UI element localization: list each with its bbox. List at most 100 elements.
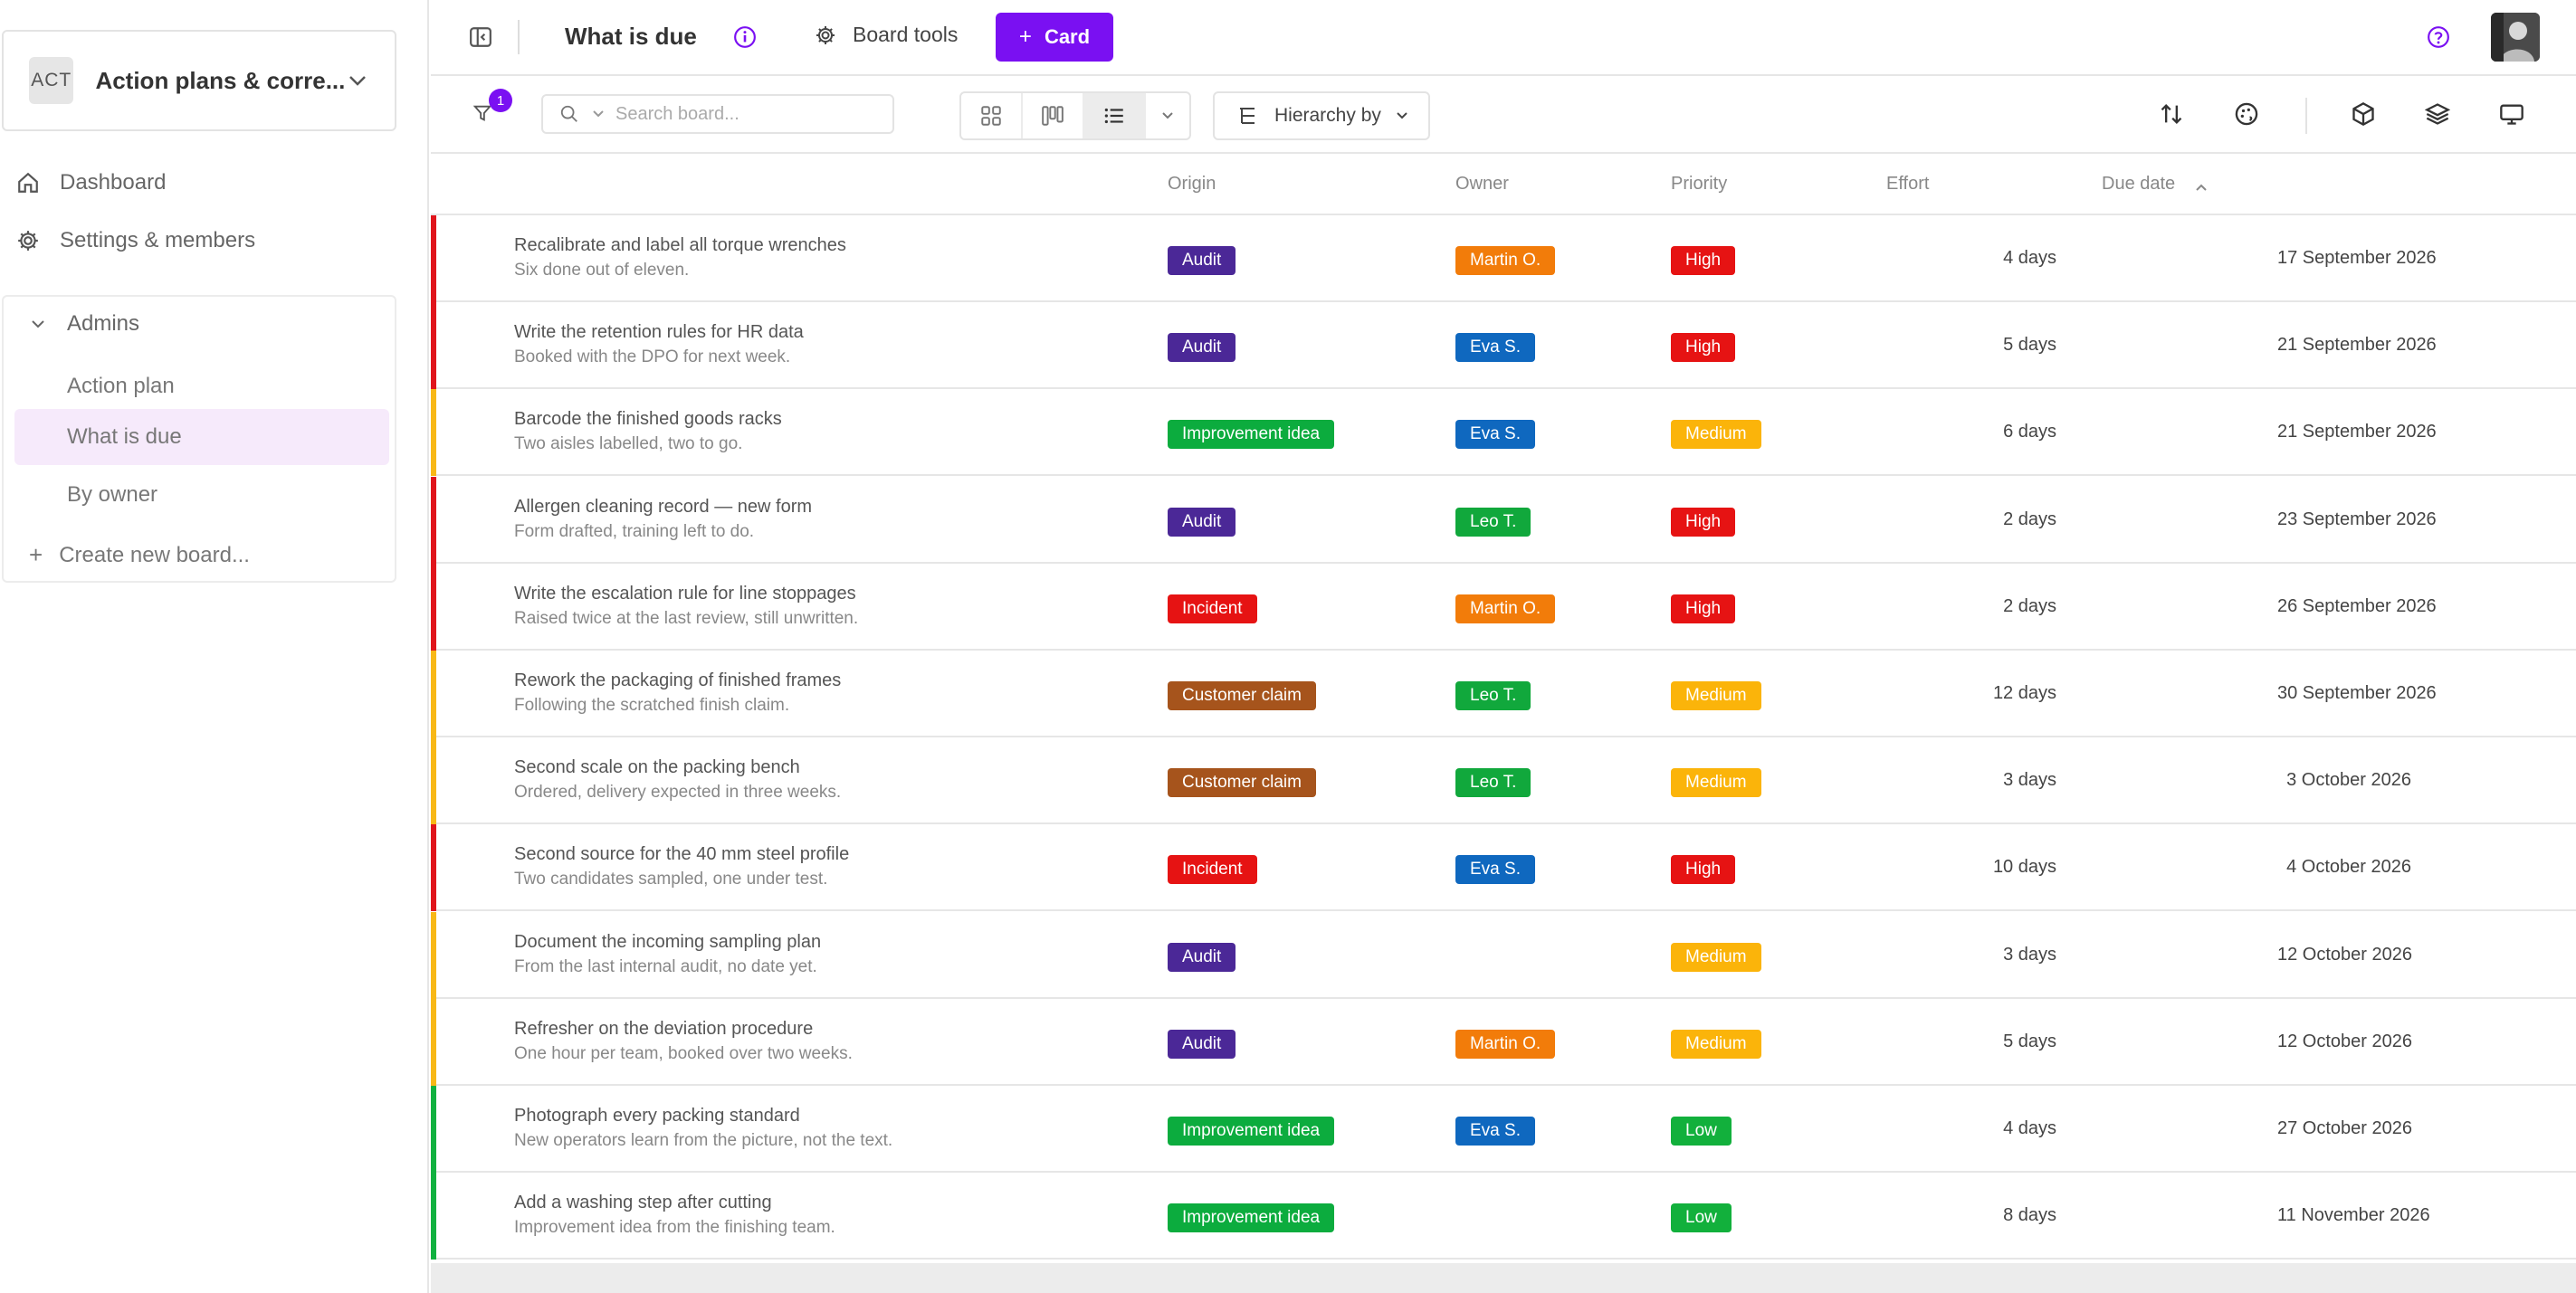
board-item-what-is-due[interactable]: What is due [14,409,389,465]
origin-tag[interactable]: Incident [1168,855,1257,884]
layers-icon[interactable] [2424,101,2451,131]
filter-icon[interactable] [472,103,492,128]
owner-tag[interactable]: Eva S. [1455,333,1535,362]
priority-tag[interactable]: High [1671,333,1736,362]
owner-tag[interactable]: Leo T. [1455,681,1531,710]
table-row[interactable]: Document the incoming sampling plan From … [431,912,2576,999]
view-options-dropdown[interactable] [1146,93,1189,138]
info-icon[interactable] [733,25,757,53]
origin-tag[interactable]: Audit [1168,246,1236,275]
view-switcher [959,91,1191,140]
owner-tag[interactable]: Eva S. [1455,1117,1535,1146]
card-title[interactable]: Recalibrate and label all torque wrenche… [514,235,846,255]
origin-tag[interactable]: Improvement idea [1168,1117,1335,1146]
top-bar: What is due Board tools + Card [431,0,2576,76]
sort-icon[interactable] [2159,101,2184,131]
table-row[interactable]: Add a washing step after cutting Improvem… [431,1173,2576,1260]
cube-icon[interactable] [2351,101,2376,131]
card-title[interactable]: Rework the packaging of finished frames [514,670,842,690]
priority-tag[interactable]: Medium [1671,420,1761,449]
grid-view-button[interactable] [961,93,1023,138]
priority-tag[interactable]: Medium [1671,1030,1761,1059]
owner-tag[interactable]: Eva S. [1455,420,1535,449]
card-subtitle: From the last internal audit, no date ye… [514,957,817,976]
column-priority[interactable]: Priority [1671,174,1728,194]
owner-tag[interactable]: Martin O. [1455,246,1556,275]
origin-tag[interactable]: Incident [1168,594,1257,623]
owner-tag[interactable]: Martin O. [1455,1030,1556,1059]
table-row[interactable]: Refresher on the deviation procedure One … [431,999,2576,1086]
kanban-view-button[interactable] [1023,93,1084,138]
search-input[interactable]: Search board... [541,94,894,134]
card-title[interactable]: Allergen cleaning record — new form [514,497,813,517]
palette-icon[interactable] [2234,101,2259,131]
workspace-avatar: ACT [29,57,74,104]
owner-tag[interactable]: Martin O. [1455,594,1556,623]
card-title[interactable]: Photograph every packing standard [514,1106,800,1126]
card-title[interactable]: Second scale on the packing bench [514,757,800,777]
owner-tag[interactable]: Leo T. [1455,768,1531,797]
card-title[interactable]: Add a washing step after cutting [514,1193,772,1212]
table-row[interactable]: Barcode the finished goods racks Two aisl… [431,389,2576,476]
list-view-button[interactable] [1084,93,1146,138]
priority-tag[interactable]: High [1671,508,1736,537]
card-title[interactable]: Second source for the 40 mm steel profil… [514,844,850,864]
priority-tag[interactable]: Medium [1671,943,1761,972]
priority-tag[interactable]: High [1671,246,1736,275]
origin-tag[interactable]: Audit [1168,943,1236,972]
help-icon[interactable] [2427,25,2450,53]
monitor-icon[interactable] [2499,101,2524,131]
table-row[interactable]: Second source for the 40 mm steel profil… [431,824,2576,911]
create-board-button[interactable]: + Create new board... [29,541,250,569]
nav-dashboard[interactable]: Dashboard [16,170,166,195]
card-title[interactable]: Refresher on the deviation procedure [514,1019,814,1039]
effort-value: 2 days [2003,596,2056,616]
card-title[interactable]: Write the retention rules for HR data [514,322,804,342]
priority-tag[interactable]: Medium [1671,681,1761,710]
owner-tag[interactable]: Leo T. [1455,508,1531,537]
due-date-value: 30 September 2026 [2277,683,2437,703]
user-avatar[interactable] [2491,13,2540,62]
table-row[interactable]: Allergen cleaning record — new form Form … [431,477,2576,564]
table-row[interactable]: Write the retention rules for HR data Boo… [431,302,2576,389]
priority-tag[interactable]: Low [1671,1117,1732,1146]
card-title[interactable]: Barcode the finished goods racks [514,409,782,429]
owner-tag[interactable]: Eva S. [1455,855,1535,884]
hierarchy-dropdown[interactable]: Hierarchy by [1213,91,1430,140]
nav-settings-label: Settings & members [60,228,256,252]
priority-tag[interactable]: High [1671,594,1736,623]
card-subtitle: Following the scratched finish claim. [514,696,790,715]
column-owner[interactable]: Owner [1455,174,1509,194]
origin-tag[interactable]: Audit [1168,333,1236,362]
origin-tag[interactable]: Customer claim [1168,768,1316,797]
card-title[interactable]: Document the incoming sampling plan [514,932,822,952]
table-row[interactable]: Second scale on the packing bench Ordered… [431,737,2576,824]
origin-tag[interactable]: Improvement idea [1168,420,1335,449]
table-row[interactable]: Recalibrate and label all torque wrenche… [431,215,2576,302]
priority-tag[interactable]: Medium [1671,768,1761,797]
sort-ascending-icon[interactable] [2194,177,2209,198]
effort-value: 4 days [2003,248,2056,268]
priority-indicator-bar [431,651,436,737]
board-tools-button[interactable]: Board tools [815,23,958,47]
column-due-date[interactable]: Due date [2102,174,2176,194]
workspace-switcher[interactable]: ACT Action plans & corre... [2,30,396,131]
table-row[interactable]: Photograph every packing standard New ope… [431,1086,2576,1173]
board-item-action-plan[interactable]: Action plan [67,374,175,398]
priority-tag[interactable]: Low [1671,1203,1732,1232]
table-row[interactable]: Rework the packaging of finished frames F… [431,651,2576,737]
priority-tag[interactable]: High [1671,855,1736,884]
board-item-by-owner[interactable]: By owner [67,482,158,507]
origin-tag[interactable]: Audit [1168,508,1236,537]
add-card-button[interactable]: + Card [996,13,1113,62]
card-title[interactable]: Write the escalation rule for line stopp… [514,584,856,604]
origin-tag[interactable]: Customer claim [1168,681,1316,710]
column-origin[interactable]: Origin [1168,174,1216,194]
board-group-admins[interactable]: Admins [31,311,139,337]
collapse-sidebar-icon[interactable] [469,25,492,53]
origin-tag[interactable]: Audit [1168,1030,1236,1059]
table-row[interactable]: Write the escalation rule for line stopp… [431,564,2576,651]
nav-settings-members[interactable]: Settings & members [16,228,255,253]
origin-tag[interactable]: Improvement idea [1168,1203,1335,1232]
column-effort[interactable]: Effort [1886,174,1930,194]
